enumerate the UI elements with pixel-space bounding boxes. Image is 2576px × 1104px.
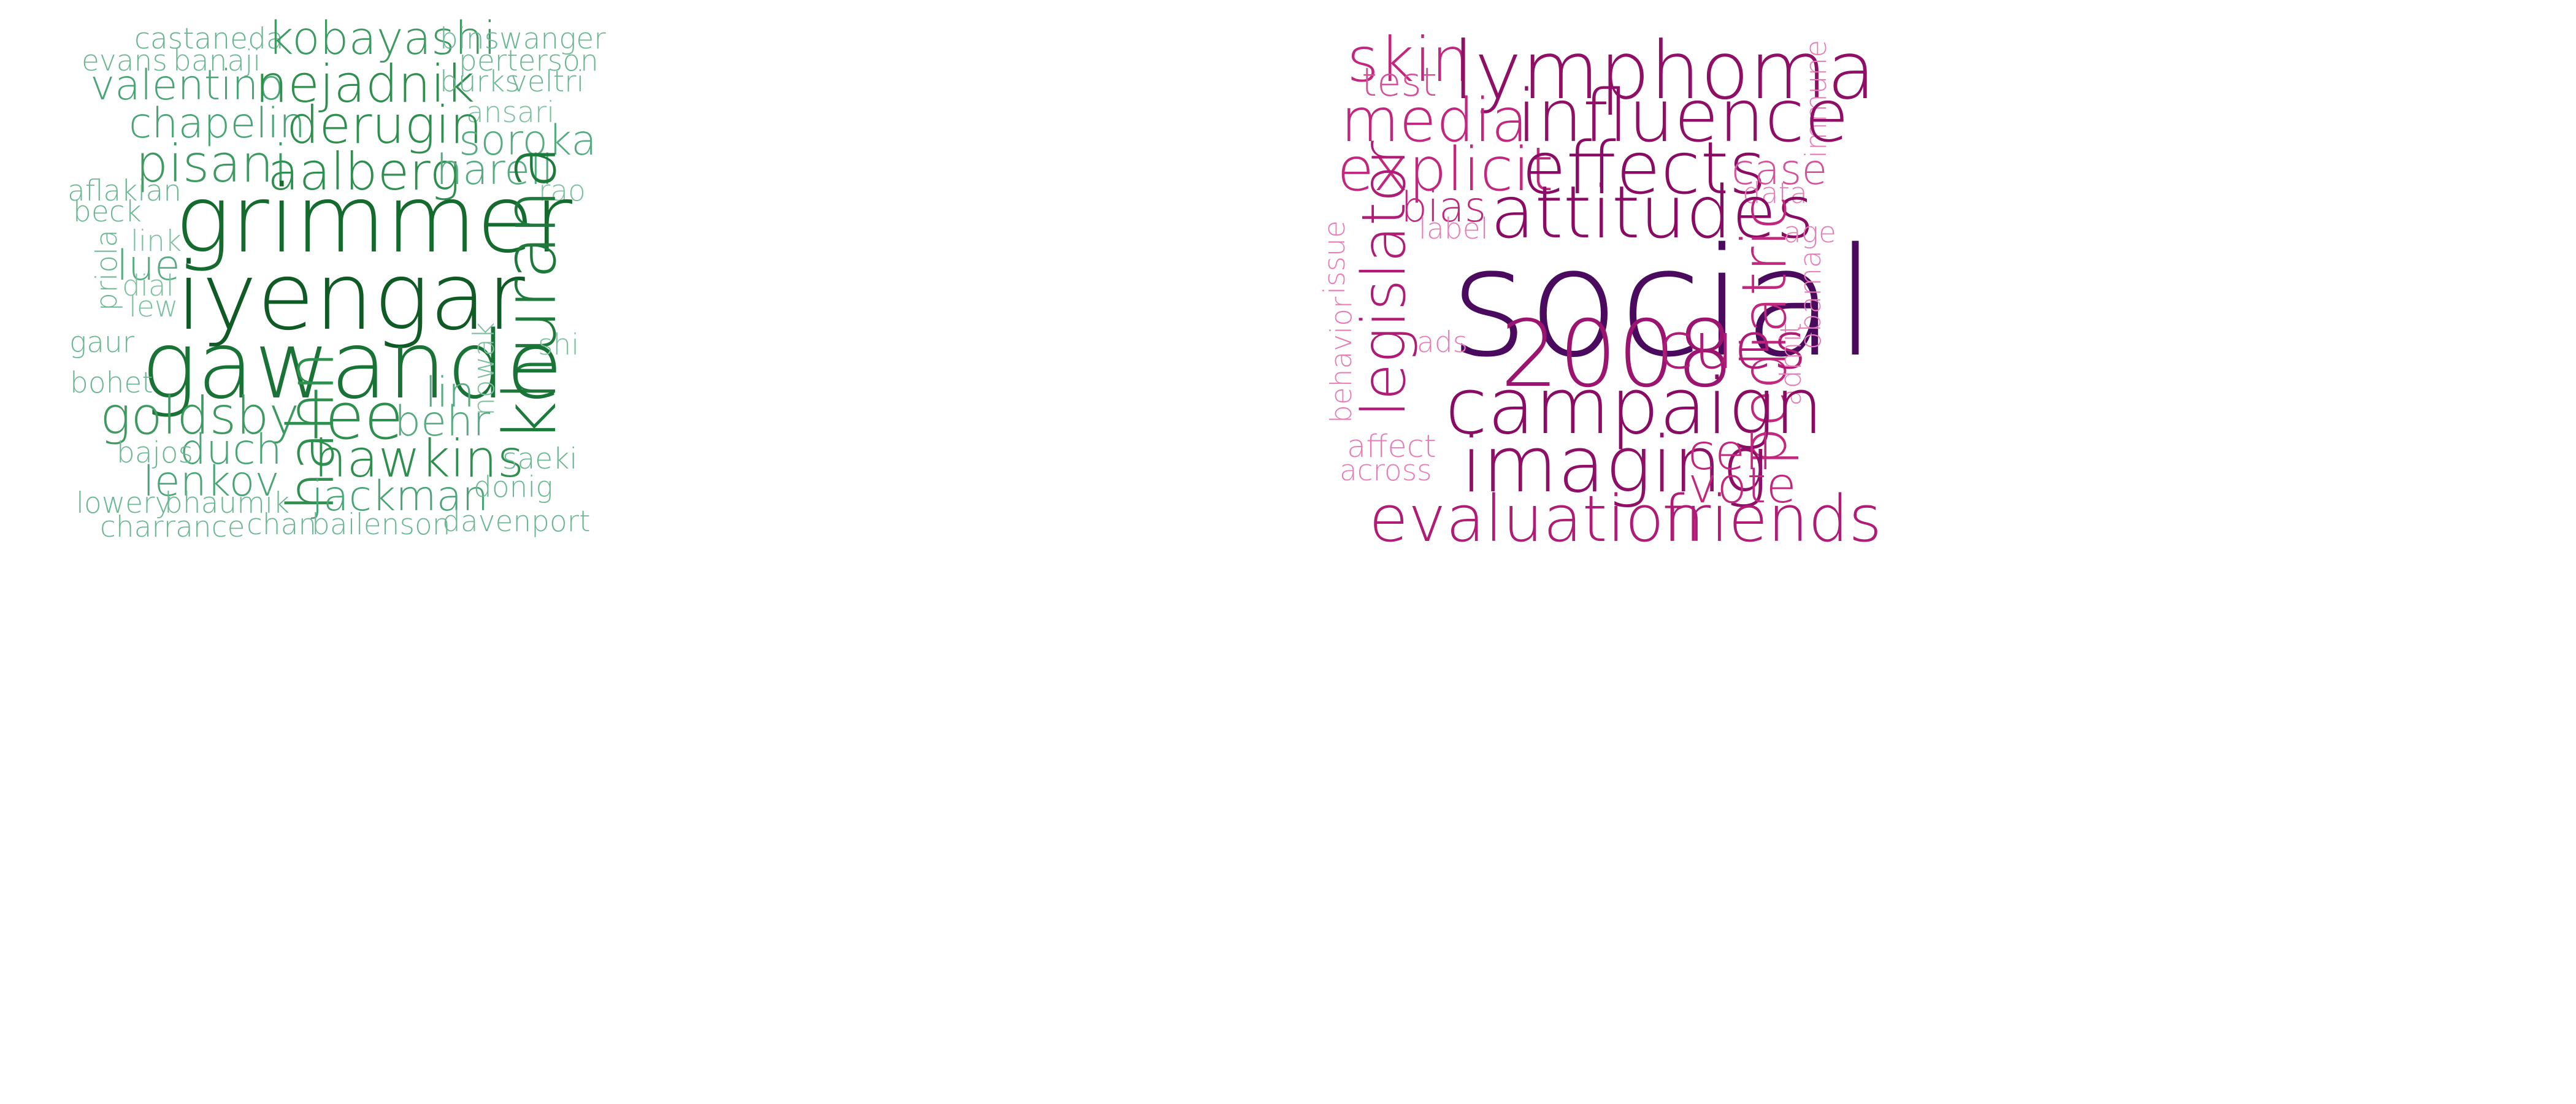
word-perterson: perterson	[459, 44, 599, 78]
word-age: age	[1784, 216, 1836, 250]
word-gaur: gaur	[69, 326, 135, 359]
word-chapelin: chapelin	[129, 99, 306, 148]
word-test: test	[1362, 60, 1437, 105]
word-effects: effects	[1522, 126, 1767, 210]
word-lin: lin	[425, 369, 475, 417]
word-bhaumik: bhaumik	[164, 486, 290, 520]
word-castaneda: castaneda	[134, 22, 284, 56]
word-affect: affect	[1347, 429, 1436, 465]
word-lowery: lowery	[76, 486, 172, 520]
word-dial: dial	[122, 269, 174, 303]
word-ansari: ansari	[466, 96, 555, 129]
word-campaign: campaign	[1445, 361, 1823, 451]
word-kobayashi: kobayashi	[267, 12, 496, 65]
word-social: social	[1450, 216, 1877, 390]
word-rao: rao	[539, 174, 586, 208]
word-lue: lue	[117, 242, 180, 290]
word-lenkov: lenkov	[143, 458, 280, 506]
word-goldsby: goldsby	[100, 386, 300, 446]
word-legislator: legislator	[1349, 140, 1419, 417]
word-bajos: bajos	[117, 436, 193, 470]
word-issue: issue	[1318, 220, 1352, 294]
word-burks: burks	[440, 65, 520, 99]
word-iyengar: iyengar	[176, 242, 525, 351]
word-shi: shi	[538, 328, 580, 362]
word-bohet: bohet	[70, 366, 153, 400]
word-nejadnik: nejadnik	[255, 54, 475, 114]
word-saeki: saeki	[502, 442, 578, 476]
word-beck: beck	[73, 195, 142, 229]
word-soroka: soroka	[459, 117, 597, 165]
word-veltri: veltri	[510, 65, 585, 99]
word-lymphoma: lymphoma	[1452, 24, 1876, 117]
word-binswanger: binswanger	[440, 22, 606, 56]
word-behr: behr	[394, 397, 491, 446]
word-davenport: davenport	[442, 505, 591, 539]
word-evans: evans	[82, 44, 167, 78]
word-explicit: explicit	[1337, 135, 1554, 205]
word-ads: ads	[1417, 326, 1468, 359]
word-behavior: behavior	[1325, 296, 1359, 423]
word-lew: lew	[129, 290, 178, 324]
word-donig: donig	[473, 470, 553, 504]
word-imaging: imaging	[1461, 420, 1769, 510]
word-grimmer: grimmer	[175, 165, 573, 274]
word-case: case	[1731, 146, 1828, 194]
word-aflakian: aflakian	[67, 174, 182, 208]
word-across: across	[1340, 454, 1432, 488]
word-bailenson: bailenson	[312, 508, 451, 542]
word-gawande: gawande	[141, 311, 564, 420]
word-jackman: jackman	[312, 472, 489, 521]
word-friends: friends	[1662, 481, 1882, 556]
word-banaji: banaji	[173, 44, 261, 78]
topic-word-cloud: skin lymphoma immune test media influenc…	[1288, 0, 2576, 1104]
word-data: data	[1742, 177, 1807, 210]
word-derugin: derugin	[286, 95, 483, 155]
word-aalberg: aalberg	[267, 142, 461, 202]
word-media: media	[1341, 86, 1528, 156]
word-link: link	[131, 224, 182, 258]
author-word-cloud: castaneda kobayashi binswanger evans ban…	[67, 12, 606, 544]
word-cell: cell	[1688, 424, 1773, 481]
word-cues: cues	[1658, 309, 1807, 383]
word-evaluation: evaluation	[1369, 481, 1705, 556]
word-attitudes: attitudes	[1490, 170, 1814, 255]
word-influence: influence	[1517, 74, 1849, 158]
word-duch: duch	[180, 426, 282, 474]
word-lee: lee	[307, 379, 404, 454]
word-skin: skin	[1347, 24, 1471, 96]
word-vote: vote	[1688, 457, 1796, 514]
word-charrance: charrance	[100, 510, 245, 544]
word-bias: bias	[1401, 183, 1487, 232]
word-hawkins: hawkins	[314, 429, 524, 489]
word-label: label	[1419, 212, 1489, 246]
word-pisani: pisani	[136, 134, 288, 194]
word-2008: 2008	[1500, 301, 1735, 408]
word-valentino: valentino	[90, 61, 284, 110]
word-harell: harell	[436, 146, 553, 194]
word-chan: chan	[247, 508, 317, 542]
